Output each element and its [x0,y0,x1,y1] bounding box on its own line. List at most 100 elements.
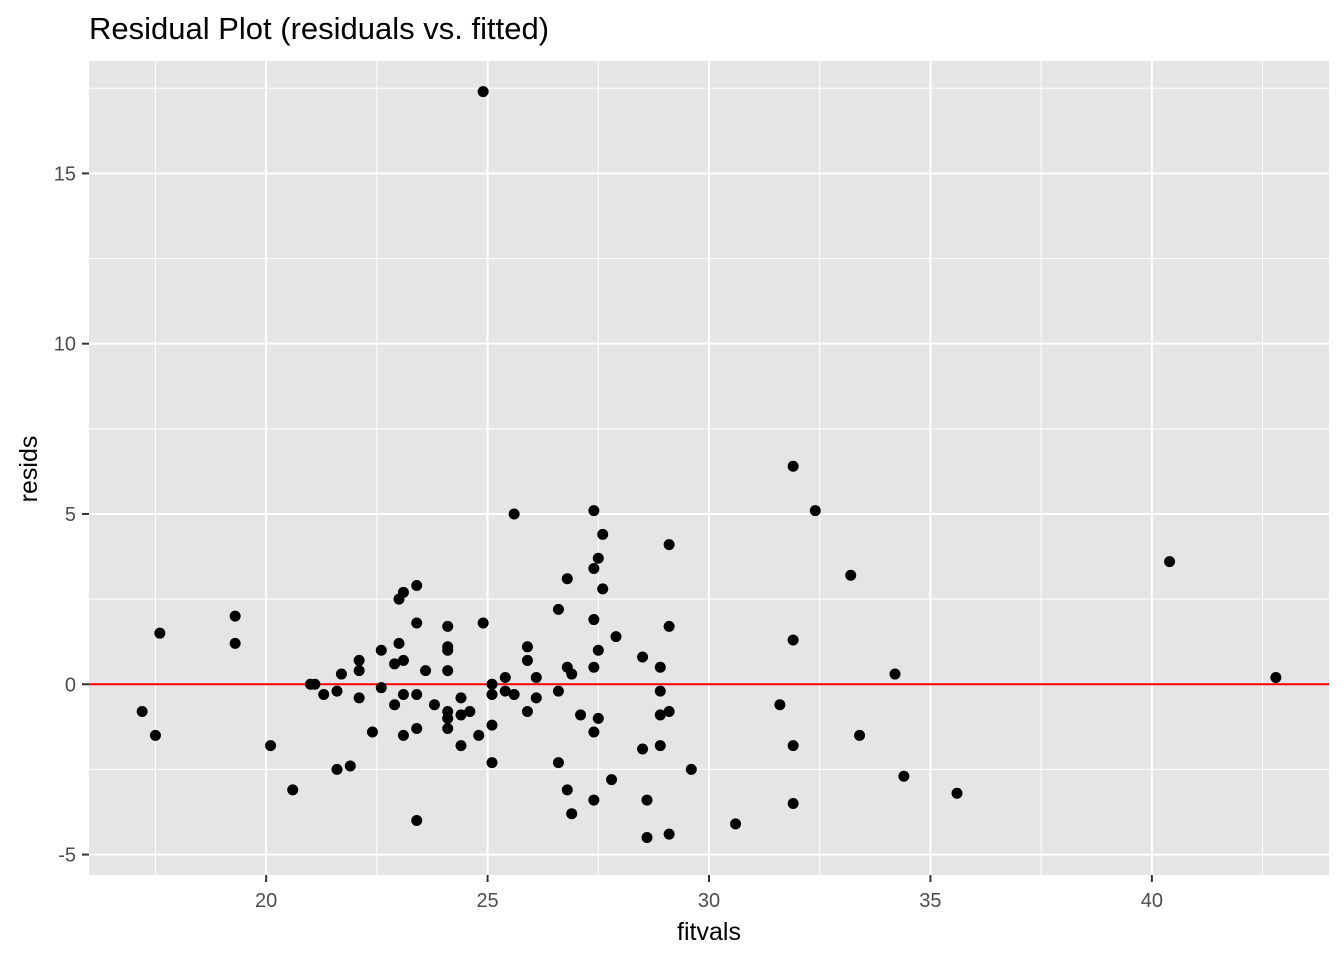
data-point [411,580,423,592]
data-point [397,729,409,741]
data-point [588,661,600,673]
data-point [588,505,600,517]
data-point [154,627,166,639]
data-point [787,460,799,472]
data-point [464,706,476,718]
data-point [592,644,604,656]
data-point [787,740,799,752]
data-point [411,617,423,629]
data-point [353,692,365,704]
data-point [654,661,666,673]
data-point [477,617,489,629]
data-point [353,654,365,666]
y-axis: -5 0 5 10 15 [54,163,89,867]
data-point [663,620,675,632]
x-tick-label: 35 [919,890,941,912]
data-point [389,699,401,711]
data-point [442,644,454,656]
data-point [588,726,600,738]
x-axis: 20 25 30 35 40 [255,875,1163,912]
data-point [229,610,241,622]
data-point [508,508,520,520]
data-points [136,86,1282,844]
data-point [787,634,799,646]
data-point [809,505,821,517]
data-point [845,569,857,581]
data-point [566,668,578,680]
data-point [477,86,489,98]
data-point [561,573,573,585]
data-point [287,784,299,796]
data-point [566,808,578,820]
data-point [442,620,454,632]
data-point [486,688,498,700]
data-point [552,757,564,769]
data-point [610,631,622,643]
data-point [637,651,649,663]
data-point [575,709,587,721]
data-point [521,654,533,666]
data-point [442,665,454,677]
data-point [393,637,405,649]
data-point [331,763,343,775]
data-point [309,678,321,690]
data-point [774,699,786,711]
data-point [397,654,409,666]
data-point [552,685,564,697]
data-point [428,699,440,711]
data-point [442,723,454,735]
data-point [455,740,467,752]
y-axis-title: resids [15,436,43,503]
data-point [606,774,618,786]
data-point [641,832,653,844]
chart-title: Residual Plot (residuals vs. fitted) [89,11,549,46]
data-point [229,637,241,649]
y-tick-label: 5 [65,504,76,526]
data-point [637,743,649,755]
data-point [375,644,387,656]
data-point [588,562,600,574]
data-point [663,706,675,718]
data-point [521,706,533,718]
data-point [654,740,666,752]
data-point [552,603,564,615]
data-point [592,712,604,724]
data-point [654,709,666,721]
data-point [411,815,423,827]
data-point [486,719,498,731]
data-point [663,539,675,551]
data-point [344,760,356,772]
data-point [420,665,432,677]
data-point [854,729,866,741]
data-point [389,658,401,670]
data-point [787,797,799,809]
data-point [685,763,697,775]
data-point [597,583,609,595]
data-point [730,818,742,830]
data-point [486,757,498,769]
data-point [411,688,423,700]
data-point [473,729,485,741]
data-point [663,828,675,840]
data-point [654,685,666,697]
x-tick-label: 20 [255,890,277,912]
data-point [499,685,511,697]
data-point [486,678,498,690]
data-point [508,688,520,700]
data-point [318,688,330,700]
data-point [588,614,600,626]
data-point [455,709,467,721]
data-point [455,692,467,704]
data-point [331,685,343,697]
y-tick-label: 10 [54,334,76,356]
x-tick-label: 30 [698,890,720,912]
y-tick-label: 15 [54,163,76,185]
x-tick-label: 25 [476,890,498,912]
data-point [592,552,604,564]
data-point [561,784,573,796]
data-point [951,787,963,799]
x-axis-title: fitvals [677,918,741,946]
data-point [530,671,542,683]
data-point [889,668,901,680]
